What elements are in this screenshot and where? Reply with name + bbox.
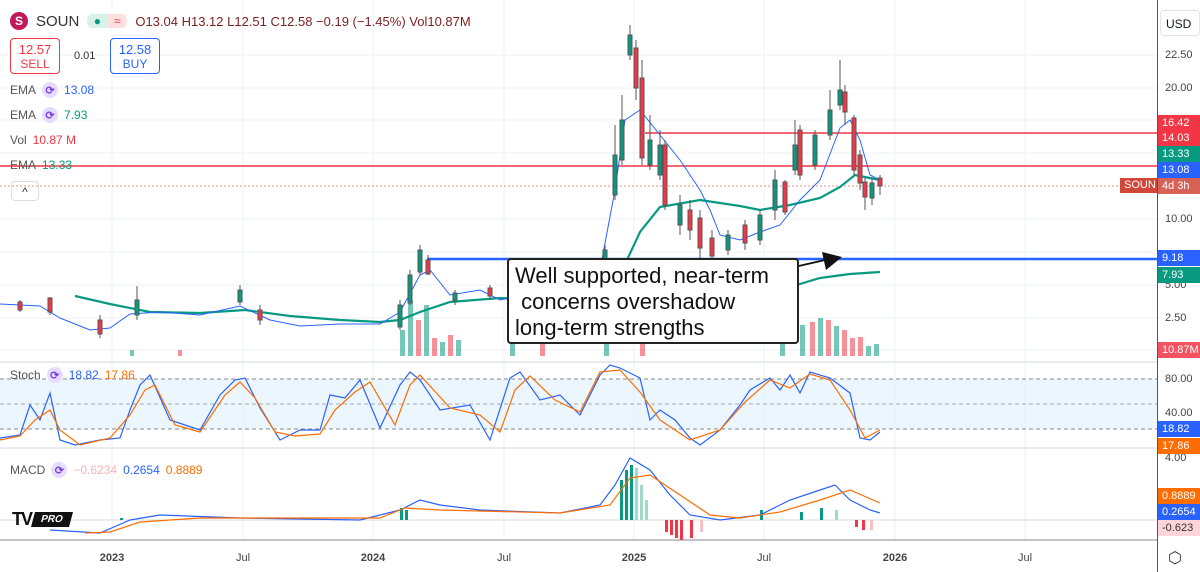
refresh-icon[interactable]: ⟳ [42, 82, 59, 98]
ema-mid-tag: 13.33 [1158, 146, 1200, 162]
tradingview-logo[interactable]: TV PRO [12, 509, 73, 530]
sell-price: 12.57 [18, 42, 52, 57]
macd-hist-value: −0.6234 [73, 463, 118, 477]
annotation-callout[interactable]: Well supported, near-term concerns overs… [507, 258, 799, 344]
settings-icon[interactable]: ⬡ [1168, 550, 1182, 567]
collapse-legend-button[interactable]: ^ [11, 181, 39, 201]
level-tag-16-42: 16.42 [1158, 115, 1200, 131]
soun-logo-icon: S [10, 12, 28, 30]
macd-signal-tag: 0.8889 [1158, 488, 1200, 504]
ema-fast-tag: 13.08 [1158, 162, 1200, 178]
refresh-icon[interactable]: ⟳ [46, 367, 63, 383]
ema-label: EMA [10, 83, 37, 97]
legend-ema-fast[interactable]: EMA ⟳ 13.08 [10, 82, 94, 98]
ema-mid-value: 13.33 [42, 158, 73, 172]
ohlc-values: O13.04 H13.12 L12.51 C12.58 −0.19 (−1.45… [135, 13, 471, 29]
market-open-dot-icon: ● [87, 14, 108, 28]
symbol-price-tag: SOUN [1120, 178, 1160, 193]
support-tag-9-18: 9.18 [1158, 250, 1200, 266]
legend-ema-slow[interactable]: EMA ⟳ 7.93 [10, 107, 87, 123]
volume-tag: 10.87M [1158, 342, 1200, 358]
vol-label: Vol [10, 133, 27, 147]
buy-label: BUY [122, 57, 148, 71]
price-tick: 22.50 [1165, 49, 1193, 61]
time-tick: 2023 [99, 552, 125, 564]
stoch-d-tag: 17.86 [1158, 438, 1200, 454]
stoch-k-value: 18.82 [68, 368, 99, 382]
time-tick: 2026 [882, 552, 908, 564]
time-tick: Jul [496, 552, 512, 564]
pro-badge: PRO [31, 512, 73, 527]
stoch-tick: 40.00 [1165, 407, 1193, 419]
price-tick: 10.00 [1165, 213, 1193, 225]
ema-slow-tag: 7.93 [1158, 267, 1200, 283]
macd-tick: 4.00 [1165, 452, 1187, 464]
refresh-icon[interactable]: ⟳ [42, 107, 59, 123]
spread-value: 0.01 [74, 50, 96, 62]
ema-label: EMA [10, 158, 37, 172]
macd-hist-tag: -0.623 [1158, 520, 1200, 536]
sell-button[interactable]: 12.57 SELL [10, 38, 60, 74]
macd-signal-value: 0.8889 [165, 463, 203, 477]
ema-fast-value: 13.08 [64, 83, 95, 97]
annotation-line: long-term strengths [515, 315, 705, 340]
time-tick: Jul [235, 552, 251, 564]
annotation-line: concerns overshadow [515, 289, 736, 314]
buy-price: 12.58 [118, 42, 152, 57]
refresh-icon[interactable]: ⟳ [51, 462, 68, 478]
level-tag-14-03: 14.03 [1158, 130, 1200, 146]
symbol-name[interactable]: SOUN [36, 12, 80, 30]
time-tick: 2024 [360, 552, 386, 564]
macd-line-tag: 0.2654 [1158, 504, 1200, 520]
ema-slow-value: 7.93 [64, 108, 88, 122]
time-tick: Jul [756, 552, 772, 564]
delayed-data-icon: ≈ [107, 14, 128, 28]
bar-countdown-tag: 4d 3h [1158, 178, 1200, 194]
legend-ema-mid[interactable]: EMA 13.33 [10, 158, 72, 172]
tv-logo-icon: TV [12, 509, 33, 529]
symbol-header: S SOUN ● ≈ O13.04 H13.12 L12.51 C12.58 −… [10, 12, 471, 30]
currency-selector[interactable]: USD [1160, 10, 1200, 36]
legend-volume[interactable]: Vol 10.87 M [10, 133, 76, 147]
stoch-tick: 80.00 [1165, 373, 1193, 385]
legend-macd[interactable]: MACD ⟳ −0.6234 0.2654 0.8889 [10, 462, 202, 478]
ema-label: EMA [10, 108, 37, 122]
sell-label: SELL [20, 57, 50, 71]
vol-value: 10.87 M [32, 133, 77, 147]
market-status-pill[interactable]: ● ≈ [87, 12, 128, 30]
annotation-line: Well supported, near-term [515, 263, 769, 288]
macd-line-value: 0.2654 [123, 463, 160, 477]
chart-canvas[interactable] [0, 0, 1157, 572]
stoch-label: Stoch [10, 368, 41, 382]
stoch-d-value: 17.86 [104, 368, 135, 382]
time-tick: 2025 [621, 552, 647, 564]
macd-label: MACD [10, 463, 46, 477]
time-tick: Jul [1017, 552, 1033, 564]
stoch-k-tag: 18.82 [1158, 421, 1200, 437]
buy-button[interactable]: 12.58 BUY [110, 38, 160, 74]
legend-stoch[interactable]: Stoch ⟳ 18.82 17.86 [10, 367, 135, 383]
price-tick: 2.50 [1165, 312, 1187, 324]
price-tick: 20.00 [1165, 82, 1193, 94]
price-axis[interactable] [1157, 0, 1200, 572]
